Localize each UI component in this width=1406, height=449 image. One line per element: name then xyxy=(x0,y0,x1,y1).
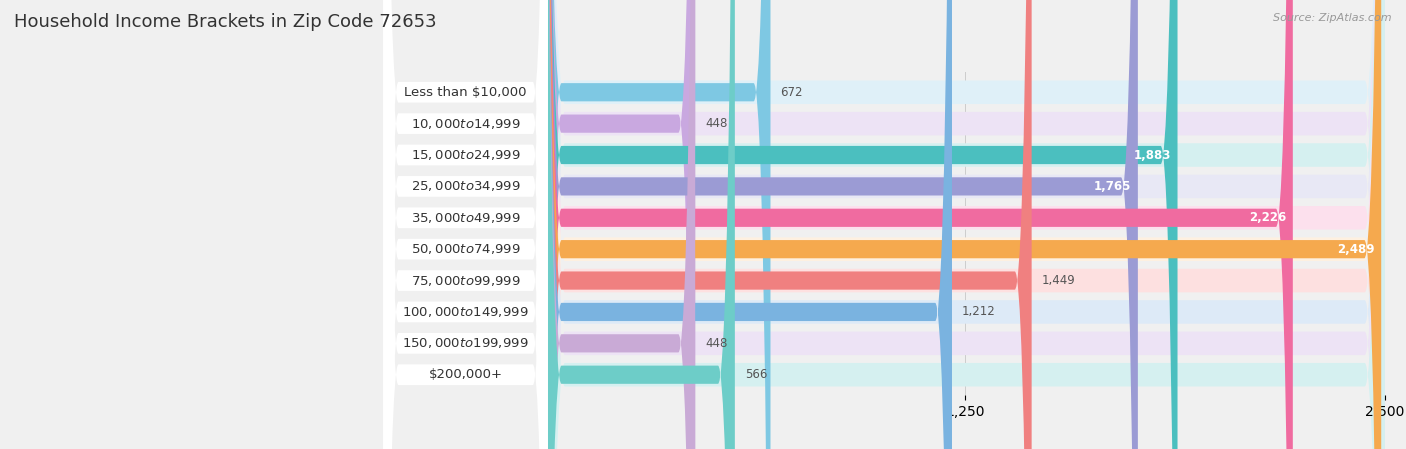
FancyBboxPatch shape xyxy=(544,0,770,449)
Text: $200,000+: $200,000+ xyxy=(429,368,502,381)
FancyBboxPatch shape xyxy=(544,0,1385,449)
FancyBboxPatch shape xyxy=(384,0,548,449)
FancyBboxPatch shape xyxy=(544,0,1292,449)
Text: Source: ZipAtlas.com: Source: ZipAtlas.com xyxy=(1274,13,1392,23)
FancyBboxPatch shape xyxy=(544,0,735,449)
FancyBboxPatch shape xyxy=(384,0,548,449)
Text: $100,000 to $149,999: $100,000 to $149,999 xyxy=(402,305,529,319)
FancyBboxPatch shape xyxy=(384,0,548,449)
Text: 1,212: 1,212 xyxy=(962,305,995,318)
FancyBboxPatch shape xyxy=(384,0,548,449)
Text: 1,883: 1,883 xyxy=(1133,149,1171,162)
Text: 1,449: 1,449 xyxy=(1042,274,1076,287)
FancyBboxPatch shape xyxy=(384,0,548,449)
FancyBboxPatch shape xyxy=(544,0,1385,449)
FancyBboxPatch shape xyxy=(544,0,1177,449)
FancyBboxPatch shape xyxy=(384,0,548,449)
Text: $75,000 to $99,999: $75,000 to $99,999 xyxy=(411,273,520,287)
Text: $15,000 to $24,999: $15,000 to $24,999 xyxy=(411,148,520,162)
Text: 2,489: 2,489 xyxy=(1337,242,1375,255)
Text: Less than $10,000: Less than $10,000 xyxy=(405,86,527,99)
FancyBboxPatch shape xyxy=(544,0,695,449)
FancyBboxPatch shape xyxy=(384,0,548,449)
Text: 448: 448 xyxy=(706,117,728,130)
Text: $50,000 to $74,999: $50,000 to $74,999 xyxy=(411,242,520,256)
FancyBboxPatch shape xyxy=(544,0,1385,449)
FancyBboxPatch shape xyxy=(544,0,1032,449)
Text: 2,226: 2,226 xyxy=(1249,211,1286,224)
Text: 1,765: 1,765 xyxy=(1094,180,1132,193)
FancyBboxPatch shape xyxy=(544,0,1385,449)
Text: $25,000 to $34,999: $25,000 to $34,999 xyxy=(411,180,520,194)
FancyBboxPatch shape xyxy=(384,0,548,449)
Text: 448: 448 xyxy=(706,337,728,350)
Text: $150,000 to $199,999: $150,000 to $199,999 xyxy=(402,336,529,350)
Text: 672: 672 xyxy=(780,86,803,99)
Text: Household Income Brackets in Zip Code 72653: Household Income Brackets in Zip Code 72… xyxy=(14,13,437,31)
FancyBboxPatch shape xyxy=(544,0,1385,449)
FancyBboxPatch shape xyxy=(544,0,1137,449)
FancyBboxPatch shape xyxy=(384,0,548,449)
FancyBboxPatch shape xyxy=(544,0,952,449)
FancyBboxPatch shape xyxy=(384,0,548,449)
Text: 566: 566 xyxy=(745,368,768,381)
Text: $10,000 to $14,999: $10,000 to $14,999 xyxy=(411,117,520,131)
FancyBboxPatch shape xyxy=(544,0,1385,449)
FancyBboxPatch shape xyxy=(544,0,1381,449)
FancyBboxPatch shape xyxy=(544,0,1385,449)
FancyBboxPatch shape xyxy=(544,0,1385,449)
FancyBboxPatch shape xyxy=(544,0,1385,449)
FancyBboxPatch shape xyxy=(544,0,695,449)
FancyBboxPatch shape xyxy=(544,0,1385,449)
Text: $35,000 to $49,999: $35,000 to $49,999 xyxy=(411,211,520,225)
